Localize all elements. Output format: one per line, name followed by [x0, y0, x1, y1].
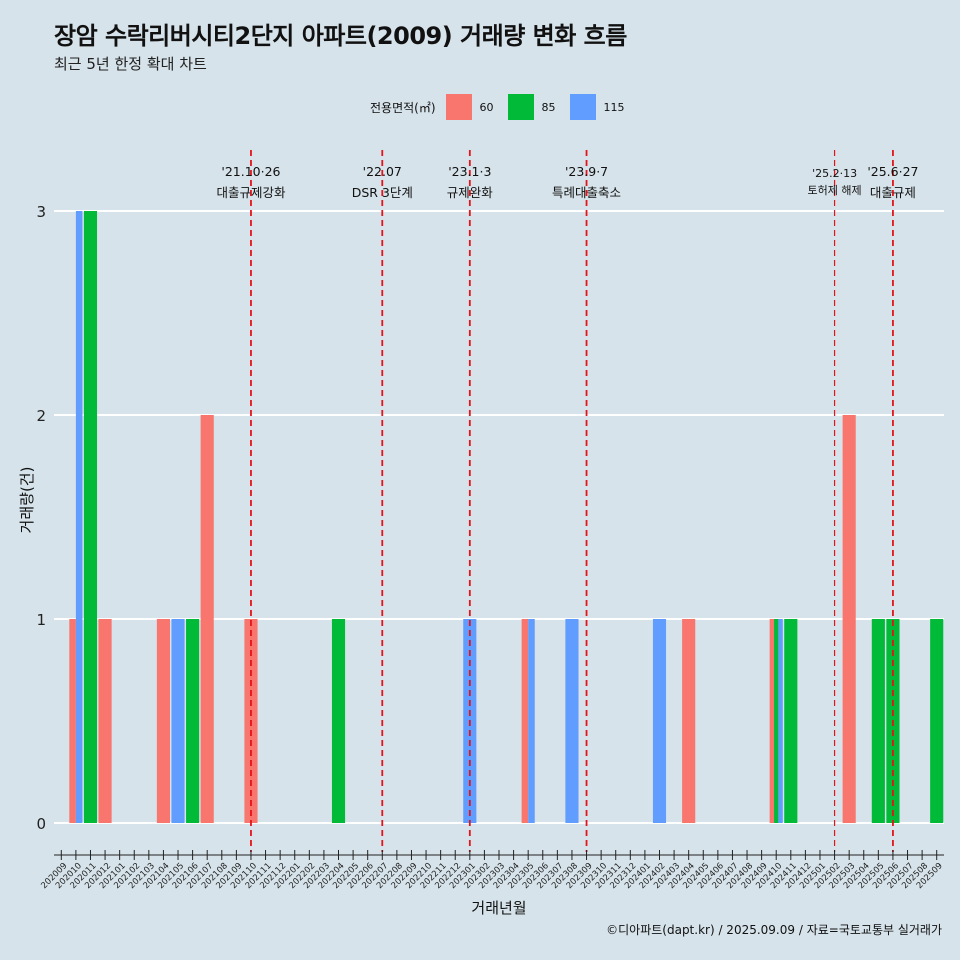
event-label: 대출규제강화 — [216, 185, 286, 200]
bar-202505-85 — [871, 619, 885, 823]
x-axis-title: 거래년월 — [471, 899, 526, 917]
y-tick-label: 1 — [36, 611, 46, 629]
source-caption: ©디아파트(dapt.kr) / 2025.09.09 / 자료=국토교통부 실… — [606, 923, 942, 937]
event-date: '22.07 — [363, 164, 402, 179]
legend-label-60: 60 — [479, 100, 494, 114]
event-date: '23.9·7 — [565, 164, 608, 179]
chart-subtitle: 최근 5년 한정 확대 차트 — [54, 55, 207, 73]
chart-title: 장암 수락리버시티2단지 아파트(2009) 거래량 변화 흐름 — [54, 22, 627, 50]
legend-key-60 — [445, 94, 472, 120]
legend-label-85: 85 — [541, 100, 556, 114]
bar-202411-85 — [784, 619, 798, 823]
y-tick-label: 3 — [36, 203, 46, 221]
bar-202204-85 — [331, 619, 346, 823]
legend-key-115 — [569, 94, 596, 120]
bar-202509-85 — [930, 619, 944, 823]
event-label: 대출규제 — [870, 185, 916, 200]
y-tick-label: 0 — [36, 815, 46, 833]
event-date: '21.10·26 — [221, 164, 280, 179]
bar-202402-115 — [652, 619, 667, 823]
bar-202308-115 — [565, 619, 579, 823]
bar-202305-115 — [528, 619, 535, 823]
bar-202410-115 — [778, 619, 783, 823]
event-date: '25.6·27 — [867, 164, 918, 179]
event-label: DSR 3단계 — [352, 185, 413, 200]
event-date: '25.2·13 — [812, 167, 857, 180]
bar-202106-85 — [186, 619, 200, 823]
bar-202105-115 — [171, 619, 185, 823]
legend: 전용면적(㎡) 60 85 115 — [370, 94, 639, 120]
bar-202410-85 — [774, 619, 779, 823]
legend-key-85 — [507, 94, 534, 120]
event-label: 규제완화 — [447, 185, 494, 200]
bar-202012-60 — [98, 619, 112, 823]
event-label: 토허제 해제 — [808, 183, 862, 197]
bar-202011-85 — [83, 211, 98, 823]
y-tick-label: 2 — [36, 407, 46, 425]
event-label: 특례대출축소 — [552, 185, 621, 200]
bar-202107-60 — [200, 415, 214, 823]
bar-202010-60 — [69, 619, 76, 823]
bar-202305-60 — [521, 619, 529, 823]
bar-202503-60 — [842, 415, 856, 823]
bar-202410-60 — [769, 619, 775, 823]
bar-202404-60 — [682, 619, 696, 823]
bar-202104-60 — [156, 619, 170, 823]
legend-label-115: 115 — [603, 100, 625, 114]
y-axis-title: 거래량(건) — [18, 467, 36, 534]
legend-title: 전용면적(㎡) — [370, 100, 436, 115]
event-date: '23.1·3 — [448, 164, 491, 179]
bar-202010-115 — [75, 211, 83, 823]
